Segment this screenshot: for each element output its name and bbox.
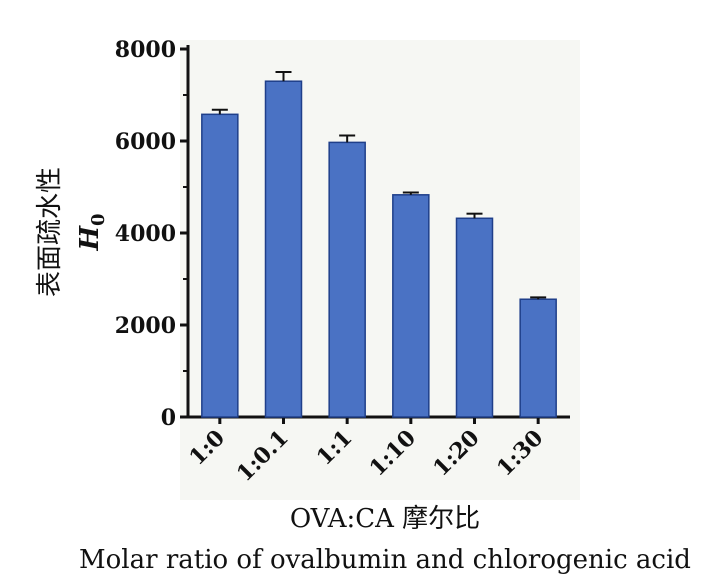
y-axis-label-cn: 表面疏水性 [35, 167, 65, 297]
y-tick-label: 6000 [115, 129, 176, 155]
bar [201, 113, 239, 418]
y-tick-label: 0 [161, 405, 176, 431]
y-axis-label-symbol: H0 [75, 213, 109, 251]
bar [519, 298, 557, 418]
plot-background [180, 40, 580, 500]
bar [455, 217, 494, 418]
bar [328, 141, 366, 418]
bar [392, 194, 430, 418]
y-axis-label: 表面疏水性 H0 [35, 167, 109, 297]
y-tick-label: 4000 [115, 221, 176, 247]
bars [201, 71, 557, 418]
x-axis-label: OVA:CA 摩尔比 [290, 504, 480, 534]
y-tick-label: 8000 [115, 37, 176, 63]
bar [264, 80, 303, 418]
y-tick-label: 2000 [115, 313, 176, 339]
subtitle: Molar ratio of ovalbumin and chlorogenic… [79, 545, 691, 575]
